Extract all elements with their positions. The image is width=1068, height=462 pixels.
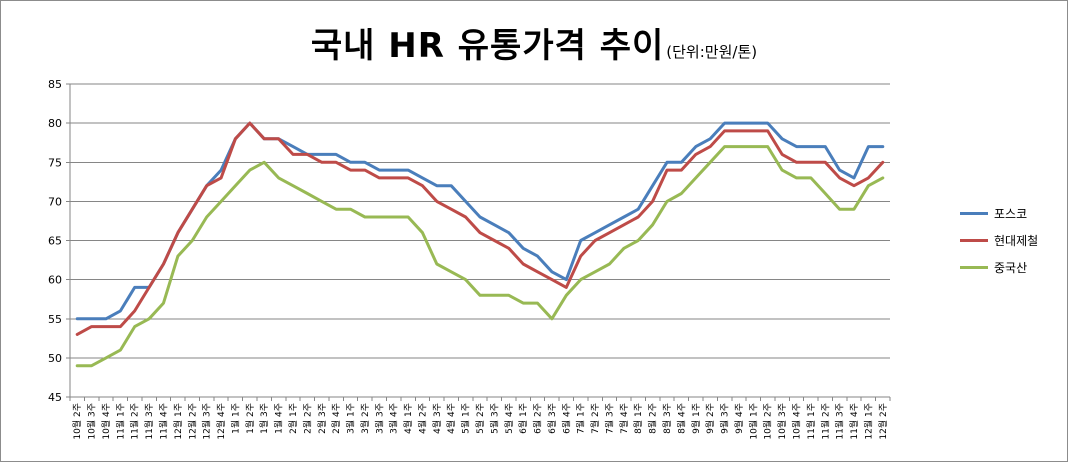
- x-tick-label: 6월 1주: [517, 403, 529, 434]
- x-tick-label: 7월 1주: [575, 403, 587, 434]
- chart-title: 국내 HR 유통가격 추이 (단위:만원/톤): [0, 18, 1068, 67]
- x-tick-label: 5월 1주: [460, 403, 472, 434]
- x-tick-label: 10월 4주: [100, 403, 112, 440]
- legend-label-china: 중국산: [994, 261, 1028, 275]
- x-tick-label: 3월 2주: [359, 403, 371, 434]
- x-tick-label: 10월 2주: [762, 403, 774, 440]
- chart-title-main: 국내 HR 유통가격 추이: [310, 26, 665, 66]
- y-tick-label: 50: [48, 352, 62, 365]
- x-tick-label: 10월 2주: [71, 403, 83, 440]
- x-tick-label: 11월 3주: [834, 403, 846, 440]
- x-tick-label: 11월 2주: [819, 403, 831, 440]
- x-tick-label: 6월 3주: [546, 403, 558, 434]
- x-tick-label: 9월 4주: [733, 403, 745, 434]
- x-tick-label: 5월 3주: [488, 403, 500, 434]
- legend-label-posco: 포스코: [994, 207, 1028, 221]
- legend-swatch-china: [960, 266, 988, 269]
- x-tick-label: 12월 1주: [172, 403, 184, 440]
- x-tick-label: 8월 1주: [632, 403, 644, 434]
- legend-swatch-hyundai-steel: [960, 239, 988, 242]
- series-line-2: [75, 121, 885, 336]
- x-tick-label: 12월 3주: [201, 403, 213, 440]
- x-tick-label: 12월 4주: [215, 403, 227, 440]
- series-line-1: [75, 121, 885, 321]
- x-tick-label: 4월 4주: [445, 403, 457, 434]
- x-tick-label: 11월 3주: [143, 403, 155, 440]
- x-tick-label: 5월 2주: [474, 403, 486, 434]
- x-tick-label: 11월 1주: [805, 403, 817, 440]
- x-tick-label: 2월 2주: [301, 403, 313, 434]
- y-tick-label: 80: [48, 117, 62, 130]
- y-tick-label: 75: [48, 156, 62, 169]
- x-tick-label: 10월 1주: [747, 403, 759, 440]
- legend-label-hyundai-steel: 현대제철: [994, 234, 1039, 248]
- x-tick-label: 10월 3주: [86, 403, 98, 440]
- x-tick-label: 9월 3주: [719, 403, 731, 434]
- x-tick-label: 12월 1주: [862, 403, 874, 440]
- y-tick-label: 55: [48, 313, 62, 326]
- x-tick-label: 3월 1주: [345, 403, 357, 434]
- x-tick-label: 7월 2주: [589, 403, 601, 434]
- legend-swatch-posco: [960, 212, 988, 215]
- x-tick-label: 12월 2주: [186, 403, 198, 440]
- x-tick-label: 3월 4주: [388, 403, 400, 434]
- x-tick-label: 1월 2주: [244, 403, 256, 434]
- x-tick-label: 2월 4주: [330, 403, 342, 434]
- x-tick-label: 4월 1주: [402, 403, 414, 434]
- legend-item-posco: 포스코: [960, 200, 1038, 227]
- y-tick-label: 85: [48, 78, 62, 91]
- series-line-3: [75, 145, 885, 368]
- x-tick-label: 1월 1주: [229, 403, 241, 434]
- y-tick-label: 45: [48, 391, 62, 404]
- x-tick-label: 9월 2주: [704, 403, 716, 434]
- x-tick-label: 11월 4주: [848, 403, 860, 440]
- legend-item-hyundai-steel: 현대제철: [960, 227, 1038, 254]
- x-tick-label: 10월 4주: [790, 403, 802, 440]
- y-tick-label: 70: [48, 195, 62, 208]
- x-tick-label: 7월 3주: [603, 403, 615, 434]
- x-tick-label: 10월 3주: [776, 403, 788, 440]
- legend-item-china: 중국산: [960, 254, 1038, 281]
- x-tick-label: 2월 3주: [316, 403, 328, 434]
- x-tick-label: 5월 4주: [503, 403, 515, 434]
- legend: 포스코 현대제철 중국산: [960, 200, 1038, 281]
- x-tick-label: 1월 4주: [273, 403, 285, 434]
- x-tick-label: 4월 2주: [416, 403, 428, 434]
- x-tick-label: 7월 4주: [618, 403, 630, 434]
- x-tick-label: 6월 4주: [560, 403, 572, 434]
- x-tick-label: 8월 4주: [675, 403, 687, 434]
- x-tick-label: 12월 2주: [877, 403, 889, 440]
- x-tick-label: 11월 1주: [114, 403, 126, 440]
- x-tick-label: 9월 1주: [690, 403, 702, 434]
- y-tick-label: 65: [48, 235, 62, 248]
- y-tick-label: 60: [48, 274, 62, 287]
- x-tick-label: 11월 4주: [158, 403, 170, 440]
- x-tick-label: 4월 3주: [431, 403, 443, 434]
- x-tick-label: 3월 3주: [373, 403, 385, 434]
- x-tick-label: 2월 1주: [287, 403, 299, 434]
- x-tick-label: 8월 2주: [647, 403, 659, 434]
- x-tick-label: 8월 3주: [661, 403, 673, 434]
- x-tick-label: 1월 3주: [258, 403, 270, 434]
- x-tick-label: 6월 2주: [532, 403, 544, 434]
- x-tick-label: 11월 2주: [129, 403, 141, 440]
- chart-title-unit: (단위:만원/톤): [666, 43, 758, 61]
